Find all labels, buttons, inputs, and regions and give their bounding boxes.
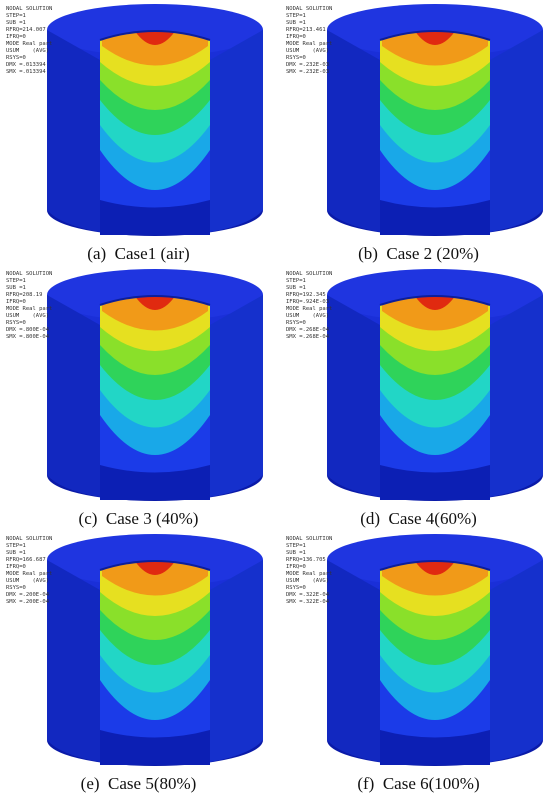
figure: NODAL SOLUTIONSTEP=1SUB =1RFRQ=214.007IF… — [0, 0, 557, 796]
legend-line: STEP=1 — [6, 13, 52, 20]
fea-model — [40, 265, 270, 505]
legend-line: STEP=1 — [286, 278, 332, 285]
caption: (b) Case 2 (20%) — [280, 244, 557, 264]
cylinder-mode-shape — [327, 4, 543, 236]
legend-line: NODAL SOLUTION — [286, 6, 332, 13]
legend-line: SUB =1 — [286, 550, 332, 557]
legend-line: USUM (AVG) — [286, 313, 332, 320]
fea-model — [320, 530, 550, 770]
legend-line: RFRQ=192.345 — [286, 292, 332, 299]
caption: (d) Case 4(60%) — [280, 509, 557, 529]
legend-line: MODE Real part — [286, 41, 332, 48]
legend-line: USUM (AVG) — [6, 313, 52, 320]
legend-line: DMX =.322E-04 — [286, 592, 332, 599]
caption: (a) Case1 (air) — [0, 244, 277, 264]
legend-line: DMX =.013394 — [6, 62, 52, 69]
legend-line: NODAL SOLUTION — [6, 271, 52, 278]
legend-line: SUB =1 — [286, 285, 332, 292]
legend-line: SMX =.800E-04 — [6, 334, 52, 341]
legend-line: NODAL SOLUTION — [6, 536, 52, 543]
cylinder-mode-shape — [327, 534, 543, 766]
legend-line: RFRQ=166.687 — [6, 557, 52, 564]
legend-line: STEP=1 — [286, 13, 332, 20]
fea-model — [40, 530, 270, 770]
legend-line: MODE Real part — [6, 41, 52, 48]
legend-line: DMX =.268E-04 — [286, 327, 332, 334]
legend-line: SUB =1 — [6, 20, 52, 27]
legend-line: IFRQ=0 — [6, 299, 52, 306]
legend-line: NODAL SOLUTION — [6, 6, 52, 13]
legend-line: DMX =.800E-04 — [6, 327, 52, 334]
legend-line: RFRQ=214.007 — [6, 27, 52, 34]
legend-line: IFRQ=0 — [6, 564, 52, 571]
legend-line: IFRQ=.924E-03 — [286, 299, 332, 306]
cylinder-mode-shape — [47, 269, 263, 501]
legend-line: RSYS=0 — [286, 585, 332, 592]
legend-line: RFRQ=213.461 — [286, 27, 332, 34]
fea-model — [320, 0, 550, 240]
caption: (f) Case 6(100%) — [280, 774, 557, 794]
legend-line: NODAL SOLUTION — [286, 536, 332, 543]
legend-line: MODE Real part — [286, 571, 332, 578]
fea-model — [40, 0, 270, 240]
legend-line: USUM (AVG) — [6, 48, 52, 55]
legend-line: MODE Real part — [6, 306, 52, 313]
legend-line: SMX =.322E-04 — [286, 599, 332, 606]
legend-line: SMX =.200E-04 — [6, 599, 52, 606]
legend-line: SMX =.013394 — [6, 69, 52, 76]
legend-line: RSYS=0 — [286, 320, 332, 327]
legend-line: RSYS=0 — [6, 585, 52, 592]
legend-line: RSYS=0 — [6, 320, 52, 327]
legend-line: MODE Real part — [6, 571, 52, 578]
caption: (e) Case 5(80%) — [0, 774, 277, 794]
legend-line: SMX =.232E-03 — [286, 69, 332, 76]
legend-line: SMX =.268E-04 — [286, 334, 332, 341]
cylinder-mode-shape — [327, 269, 543, 501]
legend-line: RFRQ=136.705 — [286, 557, 332, 564]
legend-line: DMX =.232E-03 — [286, 62, 332, 69]
legend-line: IFRQ=0 — [286, 34, 332, 41]
fea-model — [320, 265, 550, 505]
legend-line: IFRQ=0 — [286, 564, 332, 571]
legend-line: SUB =1 — [286, 20, 332, 27]
legend-line: MODE Real part — [286, 306, 332, 313]
legend-line: STEP=1 — [286, 543, 332, 550]
legend-line: STEP=1 — [6, 543, 52, 550]
cylinder-mode-shape — [47, 4, 263, 236]
legend-line: NODAL SOLUTION — [286, 271, 332, 278]
legend-line: SUB =1 — [6, 550, 52, 557]
legend-line: DMX =.200E-04 — [6, 592, 52, 599]
cylinder-mode-shape — [47, 534, 263, 766]
legend-line: RSYS=0 — [6, 55, 52, 62]
legend-line: USUM (AVG) — [6, 578, 52, 585]
legend-line: SUB =1 — [6, 285, 52, 292]
legend-line: USUM (AVG) — [286, 48, 332, 55]
caption: (c) Case 3 (40%) — [0, 509, 277, 529]
legend-line: STEP=1 — [6, 278, 52, 285]
legend-line: IFRQ=0 — [6, 34, 52, 41]
legend-line: USUM (AVG) — [286, 578, 332, 585]
legend-line: RFRQ=208.19 — [6, 292, 52, 299]
legend-line: RSYS=0 — [286, 55, 332, 62]
